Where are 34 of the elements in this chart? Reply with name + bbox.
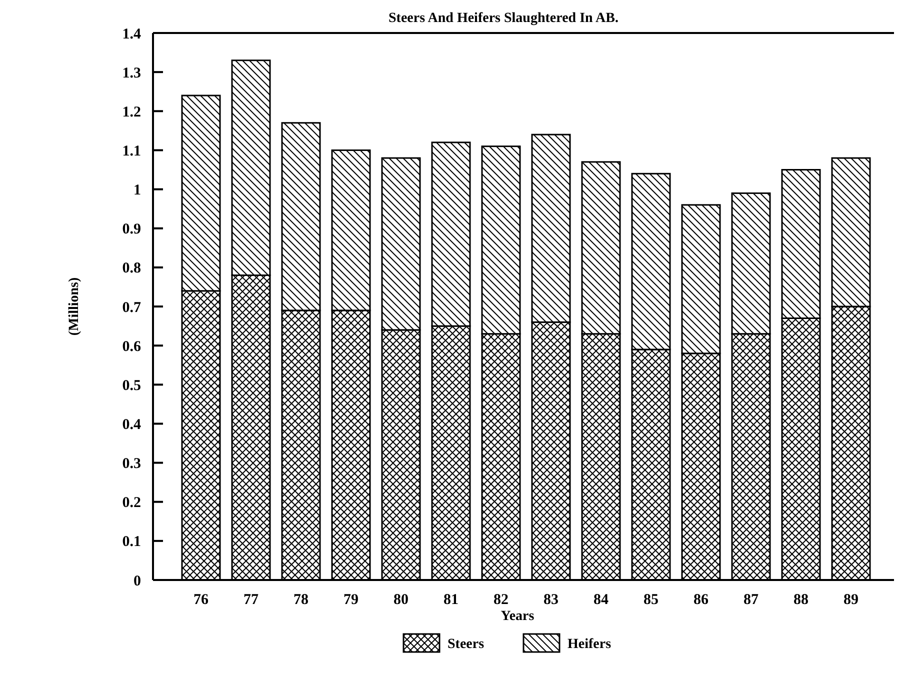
x-tick-label: 82 (494, 592, 508, 608)
y-tick-label: 0.9 (122, 222, 141, 238)
x-tick-label: 77 (244, 592, 259, 608)
x-tick-label: 81 (444, 592, 458, 608)
y-tick-label: 0.5 (122, 378, 141, 394)
y-tick-label: 0 (134, 573, 141, 590)
x-tick-label: 83 (544, 592, 558, 608)
y-tick-label: 1 (134, 182, 141, 199)
y-tick-label: 1.2 (122, 104, 141, 120)
x-tick-label: 80 (394, 592, 408, 608)
y-tick-label: 0.1 (122, 534, 141, 550)
x-axis-title: Years (500, 609, 535, 624)
x-tick-label: 87 (744, 592, 759, 608)
x-tick-label: 79 (344, 592, 358, 608)
y-tick-label: 0.3 (122, 456, 141, 472)
legend-label: Heifers (568, 636, 612, 652)
x-tick-label: 84 (594, 592, 609, 608)
x-tick-label: 85 (644, 592, 658, 608)
y-tick-label: 0.6 (122, 338, 142, 355)
y-tick-label: 0.7 (122, 300, 142, 316)
y-tick-label: 1.3 (122, 65, 141, 82)
legend-label: Steers (448, 636, 485, 652)
chart-title: Steers And Heifers Slaughtered In AB. (388, 11, 618, 26)
y-tick-label: 0.2 (122, 495, 141, 512)
x-tick-label: 89 (844, 592, 858, 608)
y-tick-label: 1.4 (122, 26, 142, 42)
x-tick-label: 78 (294, 592, 308, 608)
x-tick-label: 76 (194, 592, 209, 608)
y-tick-label: 0.4 (122, 416, 142, 433)
x-tick-label: 88 (794, 592, 808, 608)
y-tick-label: 0.8 (122, 260, 141, 277)
x-tick-label: 86 (694, 592, 709, 608)
y-tick-label: 1.1 (122, 143, 141, 160)
y-axis-title: (Millions) (67, 277, 82, 336)
